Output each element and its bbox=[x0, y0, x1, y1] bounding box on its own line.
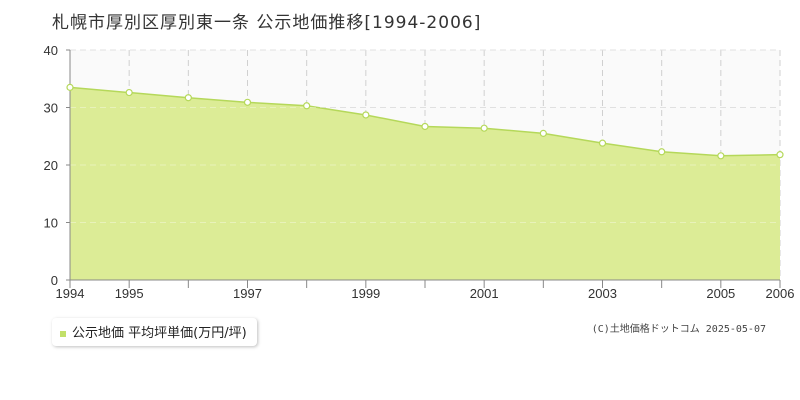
data-point bbox=[776, 151, 784, 159]
y-tick-label: 20 bbox=[44, 158, 58, 173]
legend-label: 公示地価 平均坪単価(万円/坪) bbox=[72, 326, 247, 341]
x-tick-labels: 1994 1995 1997 1999 2001 2003 2005 2006 bbox=[56, 286, 795, 301]
x-tick-label: 2003 bbox=[588, 286, 617, 301]
data-point bbox=[658, 148, 666, 156]
data-point bbox=[66, 83, 74, 91]
legend-swatch bbox=[60, 330, 66, 337]
y-tick-label: 0 bbox=[51, 273, 58, 288]
x-tick-label: 1995 bbox=[115, 286, 144, 301]
copyright-text: (C)土地価格ドットコム 2025-05-07 bbox=[591, 324, 766, 335]
y-tick-labels: 0 10 20 30 40 bbox=[44, 43, 58, 288]
data-point bbox=[480, 124, 488, 132]
y-tick-label: 30 bbox=[44, 101, 58, 116]
chart-title: 札幌市厚別区厚別東一条 公示地価推移[1994-2006] bbox=[52, 13, 482, 33]
x-tick-label: 2001 bbox=[470, 286, 499, 301]
data-point bbox=[125, 88, 133, 97]
data-point bbox=[598, 139, 607, 147]
x-tick-label: 1997 bbox=[233, 286, 262, 301]
y-tick-label: 10 bbox=[44, 216, 58, 231]
data-point bbox=[362, 111, 370, 119]
data-point bbox=[717, 152, 725, 160]
x-tick-label: 1999 bbox=[351, 286, 380, 301]
legend: 公示地価 平均坪単価(万円/坪) bbox=[52, 318, 257, 346]
x-tick-label: 1994 bbox=[56, 286, 85, 301]
area-chart: 0 10 20 30 40 1994 1995 1997 1999 2001 2003 2005 20… bbox=[44, 43, 795, 301]
data-point bbox=[421, 122, 429, 131]
series-markers bbox=[66, 83, 784, 160]
data-point bbox=[243, 98, 252, 106]
data-point bbox=[303, 102, 311, 110]
x-tick-label: 2005 bbox=[706, 286, 735, 301]
data-point bbox=[539, 129, 547, 137]
y-tick-label: 40 bbox=[44, 43, 58, 58]
x-tick-label: 2006 bbox=[766, 286, 795, 301]
series-area-fill bbox=[70, 87, 780, 280]
data-point bbox=[184, 94, 192, 102]
